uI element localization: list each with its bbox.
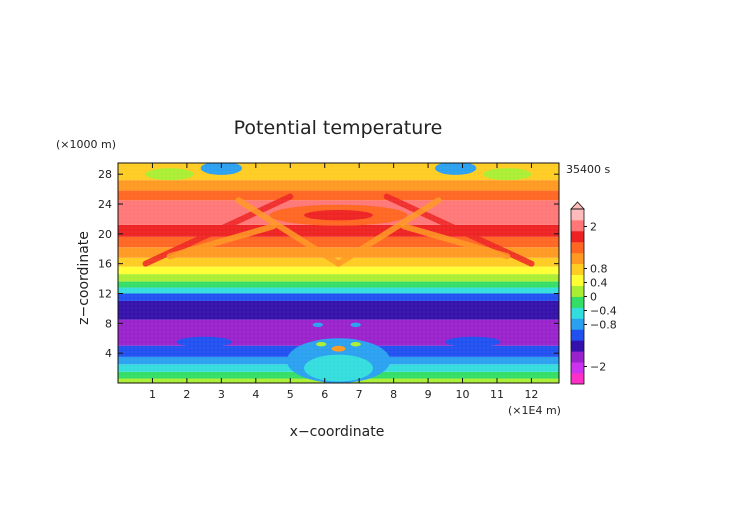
chart-title: Potential temperature <box>234 117 443 139</box>
colorbar-swatch <box>571 351 584 363</box>
colorbar-swatch <box>571 219 584 232</box>
colorbar-swatch <box>571 362 584 374</box>
colorbar-label: −0.8 <box>590 319 617 332</box>
x-tick-label: 11 <box>490 388 504 401</box>
y-tick-label: 28 <box>98 168 112 181</box>
x-tick-label: 8 <box>390 388 397 401</box>
x-unit-label: (×1E4 m) <box>508 404 561 417</box>
colorbar-swatch <box>571 230 584 243</box>
x-tick-label: 9 <box>425 388 432 401</box>
y-tick-label: 12 <box>98 288 112 301</box>
y-tick-label: 4 <box>105 347 112 360</box>
y-tick-label: 8 <box>105 317 112 330</box>
x-axis-ticks: 1 2 3 4 5 6 7 8 9 10 11 12 <box>149 163 538 401</box>
colorbar: 2 0.80.40−0.4−0.8 −2 <box>570 201 617 385</box>
x-tick-label: 7 <box>356 388 363 401</box>
y-tick-label: 20 <box>98 228 112 241</box>
time-label: 35400 s <box>566 163 610 176</box>
colorbar-label: −0.4 <box>590 305 617 318</box>
colorbar-label: 0.8 <box>590 263 608 276</box>
colorbar-top-arrow <box>570 201 585 210</box>
x-tick-label: 4 <box>252 388 259 401</box>
y-tick-label: 24 <box>98 198 112 211</box>
colorbar-label: 2 <box>590 221 597 234</box>
colorbar-swatch <box>571 285 584 297</box>
colorbar-swatch <box>571 340 584 352</box>
colorbar-swatch <box>571 373 584 385</box>
colorbar-swatch <box>571 329 584 341</box>
heatmap-field <box>118 163 559 383</box>
y-tick-label: 16 <box>98 258 112 271</box>
colorbar-swatch <box>571 252 584 265</box>
x-tick-label: 1 <box>149 388 156 401</box>
colorbar-label: −2 <box>590 361 606 374</box>
plot-frame <box>117 162 560 384</box>
colorbar-label: 0.4 <box>590 277 608 290</box>
colorbar-swatch <box>571 263 584 276</box>
colorbar-swatch <box>571 274 584 286</box>
colorbar-swatch <box>571 241 584 254</box>
y-unit-label: (×1000 m) <box>56 138 116 151</box>
colorbar-swatch <box>571 307 584 319</box>
colorbar-swatch <box>571 318 584 330</box>
x-tick-label: 3 <box>218 388 225 401</box>
colorbar-swatch <box>571 209 584 221</box>
grid-overlay <box>118 163 559 383</box>
colorbar-label: 0 <box>590 291 597 304</box>
x-tick-label: 6 <box>321 388 328 401</box>
x-tick-label: 12 <box>524 388 538 401</box>
x-tick-label: 2 <box>183 388 190 401</box>
x-tick-label: 10 <box>456 388 470 401</box>
y-axis-label: z−coordinate <box>76 231 92 325</box>
x-tick-label: 5 <box>287 388 294 401</box>
y-axis-ticks: 4 8 12 16 20 24 28 <box>98 168 559 360</box>
colorbar-swatch <box>571 296 584 308</box>
x-axis-label: x−coordinate <box>290 424 385 440</box>
